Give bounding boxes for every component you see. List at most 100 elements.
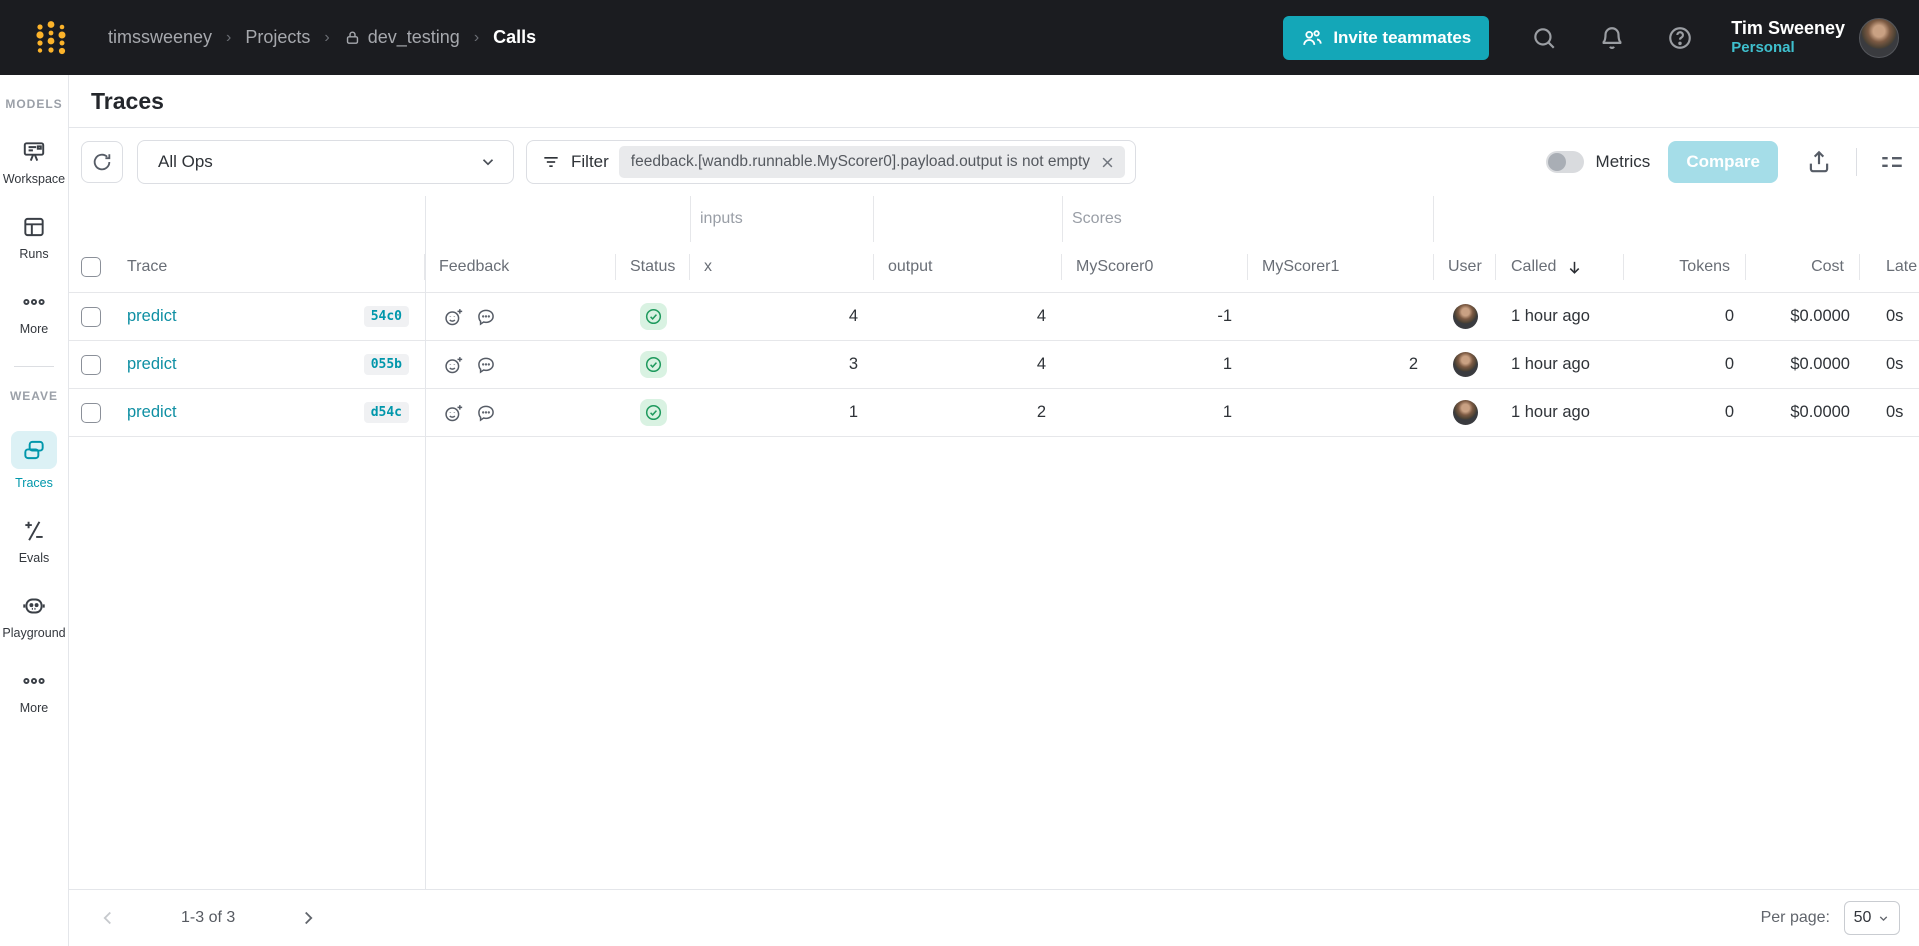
sidebar-section-models: MODELS <box>5 97 63 111</box>
select-all-checkbox[interactable] <box>81 257 101 277</box>
table-row[interactable]: predict 54c0 4 4 -1 <box>69 293 1919 341</box>
trace-id-badge[interactable]: d54c <box>363 402 409 423</box>
column-header-latency[interactable]: Late <box>1886 258 1918 275</box>
breadcrumb-entity[interactable]: timssweeney <box>108 27 213 47</box>
trace-link[interactable]: predict <box>127 307 177 325</box>
cost-cell: $0.0000 <box>1790 307 1850 325</box>
runs-icon <box>24 217 44 237</box>
add-reaction-icon[interactable] <box>444 355 464 375</box>
column-header-myscorer1[interactable]: MyScorer1 <box>1248 242 1434 292</box>
invite-teammates-button[interactable]: Invite teammates <box>1283 15 1490 60</box>
user-cell <box>1434 400 1496 425</box>
sidebar-item-label: More <box>19 322 49 336</box>
notifications-bell-icon[interactable] <box>1599 25 1625 51</box>
breadcrumb-separator: › <box>226 28 232 46</box>
pagination-footer: 1-3 of 3 Per page: 50 <box>69 889 1919 946</box>
sidebar-item-label: Runs <box>19 247 49 261</box>
latency-cell: 0s <box>1886 355 1904 373</box>
export-icon[interactable] <box>1806 149 1832 175</box>
trace-cell: predict 055b <box>113 354 425 375</box>
refresh-button[interactable] <box>81 141 123 183</box>
per-page-select[interactable]: 50 <box>1844 901 1900 935</box>
filter-label: Filter <box>571 152 609 171</box>
row-checkbox[interactable] <box>81 402 101 423</box>
input-x-cell: 1 <box>848 403 858 421</box>
user-menu[interactable]: Tim Sweeney Personal <box>1731 17 1845 58</box>
latency-cell: 0s <box>1886 403 1904 421</box>
sidebar-item-label: Playground <box>2 626 66 640</box>
workspace-icon <box>23 142 45 162</box>
trace-cell: predict d54c <box>113 402 425 423</box>
pinned-column-divider <box>425 196 426 889</box>
table-row[interactable]: predict d54c 1 2 1 <box>69 389 1919 437</box>
column-manager-icon[interactable] <box>1879 149 1905 175</box>
user-avatar-small[interactable] <box>1452 352 1478 377</box>
sidebar-item-runs[interactable]: Runs <box>19 214 49 261</box>
column-header-user[interactable]: User <box>1434 242 1496 292</box>
search-icon[interactable] <box>1531 25 1557 51</box>
comment-icon[interactable] <box>476 307 496 327</box>
status-cell <box>616 303 690 330</box>
sidebar-item-workspace[interactable]: Workspace <box>3 139 65 186</box>
status-success-icon[interactable] <box>639 399 667 426</box>
trace-link[interactable]: predict <box>127 355 177 373</box>
group-header-scores: Scores <box>1062 196 1434 242</box>
filter-icon <box>544 157 558 167</box>
trace-link[interactable]: predict <box>127 403 177 421</box>
trace-id-badge[interactable]: 055b <box>363 354 409 375</box>
sidebar-item-traces[interactable]: Traces <box>11 431 57 490</box>
column-header-cost[interactable]: Cost <box>1746 242 1860 292</box>
breadcrumb-project[interactable]: dev_testing <box>344 27 460 48</box>
prev-page-icon[interactable] <box>97 907 119 929</box>
per-page-label: Per page: <box>1760 909 1830 926</box>
user-avatar[interactable] <box>1859 17 1899 58</box>
output-cell: 4 <box>1036 355 1046 373</box>
column-header-status[interactable]: Status <box>616 242 690 292</box>
sidebar-item-playground[interactable]: Playground <box>2 593 66 640</box>
metrics-toggle[interactable] <box>1545 151 1584 173</box>
row-checkbox[interactable] <box>81 354 101 375</box>
trace-cell: predict 54c0 <box>113 306 425 327</box>
next-page-icon[interactable] <box>297 907 319 929</box>
breadcrumb-projects[interactable]: Projects <box>245 27 311 47</box>
breadcrumb-current-page: Calls <box>493 27 537 47</box>
column-header-called[interactable]: Called <box>1496 242 1624 292</box>
status-success-icon[interactable] <box>639 303 667 330</box>
column-header-output[interactable]: output <box>874 242 1062 292</box>
trace-id-badge[interactable]: 54c0 <box>363 306 409 327</box>
sidebar-item-more-weave[interactable]: More <box>20 668 48 715</box>
remove-filter-icon[interactable] <box>1100 155 1115 170</box>
column-header-myscorer0[interactable]: MyScorer0 <box>1062 242 1248 292</box>
row-checkbox[interactable] <box>81 306 101 327</box>
add-reaction-icon[interactable] <box>444 307 464 327</box>
tokens-cell: 0 <box>1724 403 1734 421</box>
compare-button[interactable]: Compare <box>1668 141 1778 183</box>
column-header-trace[interactable]: Trace <box>113 242 425 292</box>
user-avatar-small[interactable] <box>1452 304 1478 329</box>
help-icon[interactable] <box>1667 25 1693 51</box>
filter-chip-text: feedback.[wandb.runnable.MyScorer0].payl… <box>630 153 1091 170</box>
add-reaction-icon[interactable] <box>444 403 464 423</box>
wandb-logo-icon[interactable] <box>34 18 68 58</box>
status-cell <box>616 351 690 378</box>
comment-icon[interactable] <box>476 403 496 423</box>
sidebar-item-more-models[interactable]: More <box>20 289 48 336</box>
filter-chip[interactable]: feedback.[wandb.runnable.MyScorer0].payl… <box>618 146 1126 178</box>
metrics-toggle-label: Metrics <box>1595 152 1651 171</box>
input-x-cell: 4 <box>848 307 858 325</box>
table-row[interactable]: predict 055b 3 4 1 2 <box>69 341 1919 389</box>
comment-icon[interactable] <box>476 355 496 375</box>
sidebar-item-evals[interactable]: Evals <box>19 518 49 565</box>
sidebar-divider <box>14 366 54 367</box>
status-success-icon[interactable] <box>639 351 667 378</box>
ops-filter-dropdown[interactable]: All Ops <box>137 140 514 184</box>
filter-bar[interactable]: Filter feedback.[wandb.runnable.MyScorer… <box>526 140 1137 184</box>
column-header-feedback[interactable]: Feedback <box>425 242 616 292</box>
traces-table: inputs Scores Trace Feedback Status x ou… <box>69 196 1919 889</box>
user-avatar-small[interactable] <box>1452 400 1478 425</box>
column-header-tokens[interactable]: Tokens <box>1624 242 1746 292</box>
output-cell: 2 <box>1036 403 1046 421</box>
column-header-x[interactable]: x <box>690 242 874 292</box>
pagination-range: 1-3 of 3 <box>181 909 236 926</box>
